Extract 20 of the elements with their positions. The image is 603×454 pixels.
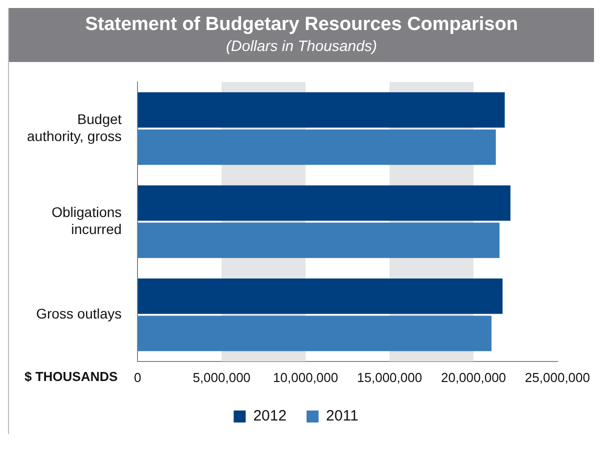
bar [138,316,492,352]
bar [138,278,503,314]
y-tick-label: Obligations incurred [52,204,122,237]
y-tick-label: Gross outlays [36,306,122,322]
legend-label: 2012 [253,408,287,425]
x-tick-label: 20,000,000 [440,370,506,385]
chart-title: Statement of Budgetary Resources Comparison [84,14,519,36]
bar [138,185,510,221]
legend-label: 2011 [326,408,358,425]
chart-subtitle: (Dollars in Thousands) [225,38,378,55]
x-axis-title: $ THOUSANDS [24,368,118,384]
bar [138,92,505,128]
bar [138,130,496,165]
y-tick-label: Budget authority, gross [27,111,122,144]
x-tick-label: 10,000,000 [273,370,338,385]
bar [138,222,500,258]
x-tick-label: 0 [134,370,142,385]
x-tick-label: 25,000,000 [524,370,590,385]
x-tick-label: 15,000,000 [357,370,422,385]
x-tick-label: 5,000,000 [192,370,251,385]
